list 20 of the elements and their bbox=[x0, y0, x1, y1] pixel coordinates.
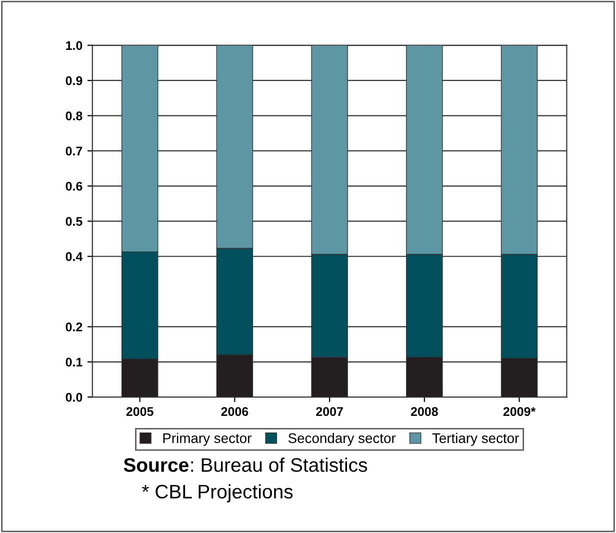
y-tick-label: 0.4 bbox=[66, 252, 83, 262]
x-tick-label: 2009* bbox=[503, 407, 536, 416]
y-tick-label: 1.0 bbox=[66, 41, 82, 50]
x-tick-label: 2008 bbox=[410, 407, 438, 416]
legend-label: Tertiary sector bbox=[432, 432, 519, 446]
y-tick-label: 0.7 bbox=[66, 146, 82, 156]
y-tick-label: 0.6 bbox=[66, 182, 82, 191]
y-tick-label: 0.8 bbox=[66, 111, 82, 120]
x-tick-label: 2006 bbox=[221, 407, 248, 416]
text: * CBL Projections bbox=[142, 484, 293, 502]
y-tick-label: 0.1 bbox=[66, 358, 82, 367]
legend-label: Secondary sector bbox=[288, 432, 396, 446]
y-tick-label: 0.2 bbox=[66, 322, 82, 332]
x-tick-label: 2005 bbox=[126, 407, 154, 416]
source-note: Source: Bureau of Statistics bbox=[124, 458, 368, 472]
x-tick-label: 2007 bbox=[316, 407, 343, 416]
y-tick-label: 0.0 bbox=[66, 392, 82, 402]
legend-label: Primary sector bbox=[163, 432, 252, 446]
y-tick-label: 0.9 bbox=[66, 76, 82, 86]
y-tick-label: 0.5 bbox=[66, 216, 82, 226]
